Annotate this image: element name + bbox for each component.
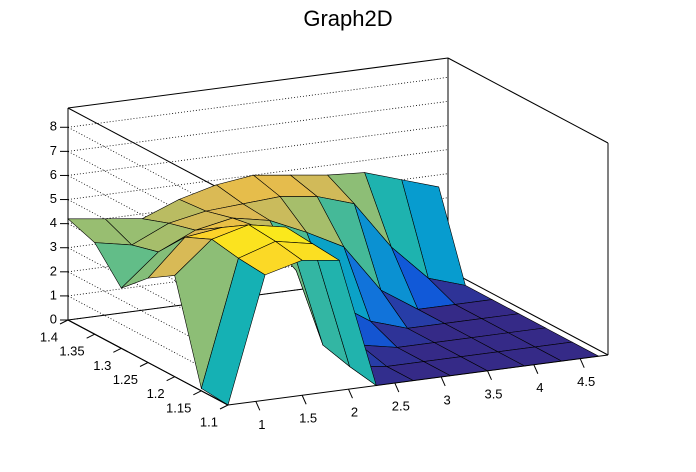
x-tick: [255, 401, 261, 411]
z-tick-label: 5: [50, 191, 57, 206]
x-tick: [348, 388, 353, 399]
x-tick: [440, 376, 446, 387]
z-tick-label: 3: [50, 239, 57, 254]
grid-line: [67, 76, 449, 128]
y-tick-label: 1.2: [147, 386, 165, 401]
x-tick-label: 3: [444, 392, 451, 407]
y-tick: [139, 362, 149, 367]
z-tick-label: 6: [50, 167, 57, 182]
grid-line: [67, 100, 449, 152]
grid-line: [67, 245, 449, 297]
x-tick-label: 3.5: [484, 386, 502, 401]
x-tick: [301, 395, 307, 405]
z-tick-label: 2: [50, 263, 57, 278]
y-tick: [59, 319, 69, 325]
grid-line: [67, 149, 449, 200]
z-tick-label: 4: [50, 215, 57, 230]
box-edge: [67, 107, 229, 194]
surface-cell: [200, 257, 266, 406]
y-tick-label: 1.15: [166, 400, 191, 415]
z-tick-label: 7: [50, 143, 57, 158]
x-tick-label: 4.5: [577, 374, 595, 389]
chart-title: Graph2D: [303, 6, 392, 31]
x-tick-label: 1.5: [299, 411, 317, 426]
box-edge: [67, 57, 449, 109]
x-tick-label: 1: [258, 417, 265, 432]
grid-line: [67, 173, 449, 225]
box-edge: [447, 269, 609, 356]
x-tick: [579, 358, 585, 368]
x-tick-label: 4: [536, 380, 543, 395]
y-tick-label: 1.25: [113, 372, 138, 387]
box-edge: [447, 57, 609, 144]
x-tick-label: 2.5: [392, 398, 410, 413]
y-tick: [113, 347, 122, 353]
y-tick: [193, 390, 202, 396]
z-tick-label: 1: [50, 287, 57, 302]
x-tick: [394, 382, 400, 393]
z-tick-label: 0: [50, 311, 57, 326]
grid-line: [67, 269, 449, 321]
y-tick-label: 1.3: [93, 358, 111, 373]
x-axis: [227, 354, 609, 406]
y-tick-label: 1.4: [40, 329, 58, 344]
y-tick: [166, 376, 175, 382]
x-tick-label: 2: [351, 405, 358, 420]
y-tick-label: 1.35: [59, 344, 84, 359]
x-tick: [533, 364, 539, 374]
y-tick-label: 1.1: [200, 414, 218, 429]
y-tick: [86, 333, 95, 339]
grid-line: [67, 125, 449, 176]
x-tick: [487, 370, 492, 381]
y-tick: [219, 404, 229, 410]
z-tick-label: 8: [50, 119, 57, 134]
